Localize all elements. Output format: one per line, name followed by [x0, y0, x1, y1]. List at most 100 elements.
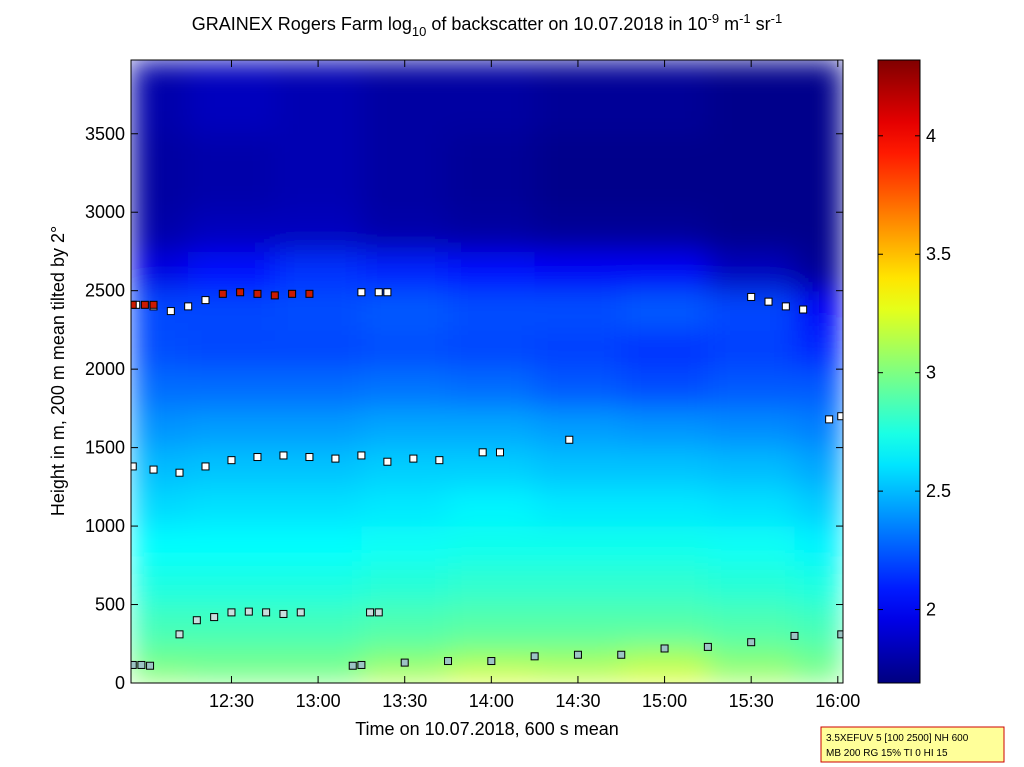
heatmap-cell	[274, 133, 362, 213]
detection-marker	[444, 657, 453, 666]
detection-marker	[137, 660, 146, 669]
heatmap-cell	[188, 565, 276, 606]
heatmap-cell	[361, 369, 449, 409]
heatmap-cell	[131, 486, 189, 527]
detection-marker	[703, 642, 712, 651]
heatmap-cell	[131, 408, 189, 449]
heatmap-cell	[131, 290, 189, 331]
detection-marker	[837, 412, 843, 421]
colorbar	[877, 59, 921, 684]
heatmap-cell	[448, 251, 536, 292]
heatmap-cell	[707, 604, 795, 645]
detection-marker	[192, 616, 201, 625]
detection-marker	[227, 608, 236, 617]
detection-marker	[279, 609, 288, 618]
heatmap-cell	[361, 486, 449, 527]
x-tick-label: 15:30	[729, 691, 774, 711]
detection-marker	[149, 465, 158, 474]
heatmap-cell	[131, 667, 189, 683]
heatmap-cell	[448, 486, 536, 527]
heatmap-cell	[534, 667, 622, 683]
heatmap-cell	[621, 60, 709, 135]
heatmap-cell	[361, 251, 449, 292]
heatmap-cell	[794, 251, 843, 292]
detection-marker	[374, 608, 383, 617]
heatmap-cell	[621, 486, 709, 527]
title-part: -1	[739, 11, 751, 26]
detection-marker	[383, 288, 392, 297]
heatmap-cell	[361, 290, 449, 331]
heatmap-cell	[131, 447, 189, 488]
x-tick-label: 13:30	[382, 691, 427, 711]
detection-marker	[210, 613, 219, 622]
heatmap-cell	[794, 408, 843, 449]
heatmap-cell	[188, 60, 276, 135]
heatmap-cell	[274, 251, 362, 292]
heatmap-cell	[794, 329, 843, 370]
heatmap-cell	[621, 565, 709, 606]
heatmap-cell	[188, 667, 276, 683]
heatmap-cell	[707, 565, 795, 606]
heatmap-cell	[534, 212, 622, 252]
heatmap-cell	[707, 447, 795, 488]
detection-marker	[357, 288, 366, 297]
heatmap-cell	[361, 60, 449, 135]
heatmap-cell	[188, 526, 276, 566]
heatmap-cell	[707, 486, 795, 527]
heatmap-cell	[131, 526, 189, 566]
detection-marker	[781, 302, 790, 311]
heatmap-cell	[188, 408, 276, 449]
heatmap-cell	[131, 565, 189, 606]
colorbar-tick-label: 2	[926, 600, 936, 620]
heatmap-cell	[621, 133, 709, 213]
detection-marker	[175, 630, 184, 639]
detection-marker	[747, 638, 756, 647]
heatmap-cell	[707, 212, 795, 252]
heatmap-cell	[534, 251, 622, 292]
detection-marker	[131, 462, 137, 471]
heatmap-cell	[448, 369, 536, 409]
y-axis-label: Height in m, 200 m mean tilted by 2°	[48, 226, 68, 516]
detection-marker	[262, 608, 271, 617]
detection-marker	[270, 291, 279, 300]
heatmap-cell	[707, 643, 795, 668]
detection-marker	[495, 448, 504, 457]
heatmap-cell	[448, 408, 536, 449]
heatmap-cell	[361, 447, 449, 488]
detection-marker	[244, 607, 253, 616]
y-tick-label: 1000	[85, 516, 125, 536]
heatmap-cell	[361, 526, 449, 566]
heatmap-cell	[131, 133, 189, 213]
x-tick-label: 15:00	[642, 691, 687, 711]
detection-marker	[366, 608, 375, 617]
detection-marker	[236, 288, 245, 297]
detection-marker	[305, 289, 314, 298]
plot-frame	[130, 59, 844, 684]
detection-marker	[617, 650, 626, 659]
heatmap-cell	[794, 604, 843, 645]
heatmap-cell	[534, 604, 622, 645]
heatmap-cell	[361, 329, 449, 370]
heatmap-cell	[707, 251, 795, 292]
heatmap-cell	[448, 604, 536, 645]
heatmap-cell	[448, 667, 536, 683]
heatmap-cell	[707, 133, 795, 213]
detection-marker	[331, 454, 340, 463]
heatmap-cell	[274, 667, 362, 683]
heatmap-cell	[448, 212, 536, 252]
heatmap-cell	[794, 60, 843, 135]
heatmap-cell	[794, 643, 843, 668]
heatmap-cell	[534, 447, 622, 488]
heatmap-cell	[188, 447, 276, 488]
chart-title: GRAINEX Rogers Farm log10 of backscatter…	[192, 11, 782, 39]
heatmap-cell	[707, 526, 795, 566]
heatmap-cell	[534, 290, 622, 331]
detection-marker	[409, 454, 418, 463]
detection-marker	[573, 650, 582, 659]
detection-marker	[175, 468, 184, 477]
heatmap-cell	[448, 565, 536, 606]
heatmap-cell	[621, 604, 709, 645]
title-part: -1	[771, 11, 783, 26]
heatmap-cell	[274, 369, 362, 409]
